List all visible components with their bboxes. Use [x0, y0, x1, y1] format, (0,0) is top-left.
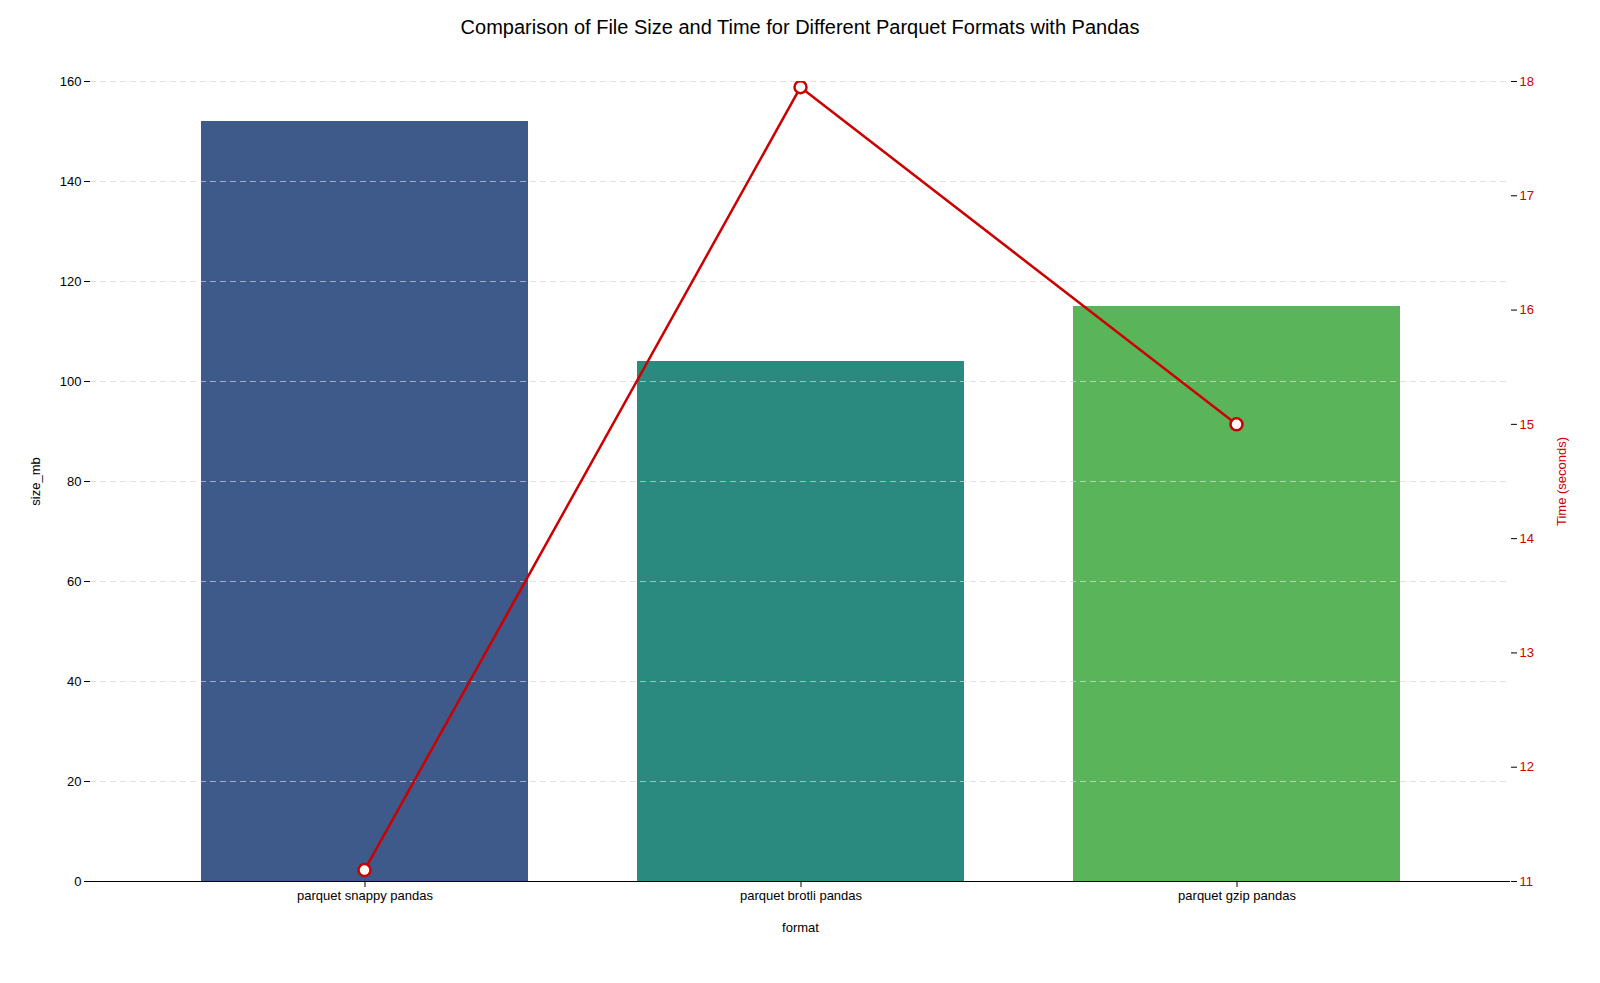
svg-text:14: 14 [1520, 531, 1534, 546]
svg-text:20: 20 [67, 774, 81, 789]
svg-text:16: 16 [1520, 302, 1534, 317]
svg-text:15: 15 [1520, 417, 1534, 432]
svg-text:80: 80 [67, 474, 81, 489]
html-text:Comparison of File Size and Ti: Comparison of File Size and Time for Dif… [460, 16, 1140, 38]
svg-text:parquet brotli pandas: parquet brotli pandas [740, 888, 863, 903]
svg-text:parquet snappy pandas: parquet snappy pandas [297, 888, 433, 903]
svg-text:size_mb: size_mb [28, 457, 43, 505]
svg-text:120: 120 [60, 274, 82, 289]
svg-text:11: 11 [1520, 874, 1534, 889]
svg-text:Time (seconds): Time (seconds) [1554, 437, 1569, 526]
svg-text:100: 100 [60, 374, 82, 389]
svg-text:0: 0 [74, 874, 81, 889]
svg-text:12: 12 [1520, 759, 1534, 774]
svg-text:13: 13 [1520, 645, 1534, 660]
svg-text:18: 18 [1520, 74, 1534, 89]
svg-text:40: 40 [67, 674, 81, 689]
svg-text:60: 60 [67, 574, 81, 589]
svg-text:140: 140 [60, 174, 82, 189]
svg-text:160: 160 [60, 74, 82, 89]
svg-text:17: 17 [1520, 188, 1534, 203]
svg-text:format: format [782, 920, 819, 935]
svg-text:parquet gzip pandas: parquet gzip pandas [1178, 888, 1296, 903]
